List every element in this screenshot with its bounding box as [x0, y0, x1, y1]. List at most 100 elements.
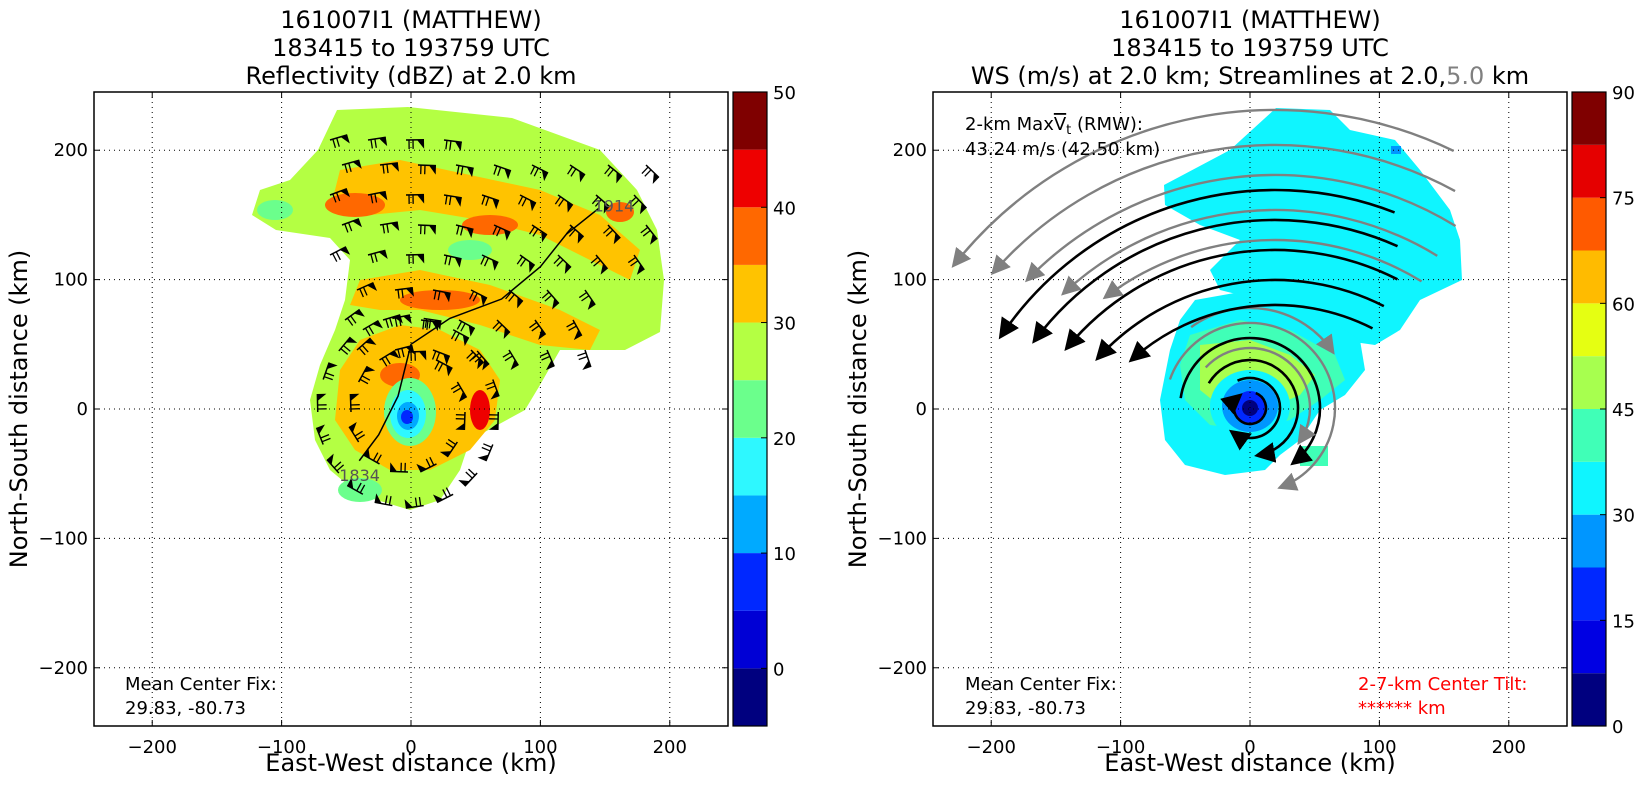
y-tick-label: 0 — [77, 399, 88, 420]
wind-speed-speck — [1391, 146, 1401, 154]
wind-barb — [379, 350, 400, 367]
wind-barb — [590, 254, 609, 275]
wind-barb — [502, 349, 519, 371]
streamlines — [951, 108, 1457, 491]
colorbar-segment — [733, 207, 767, 265]
wind-barb — [367, 136, 388, 149]
reflectivity-panel: 161007I1 (MATTHEW) 183415 to 193759 UTC … — [5, 6, 796, 777]
colorbar-segment — [1572, 514, 1606, 568]
right-y-ticks: −200 −100 0 100 200 — [878, 140, 1567, 679]
reflectivity-green-patch-1 — [257, 200, 293, 220]
y-tick-label: 100 — [893, 270, 927, 291]
wind-barb — [517, 194, 537, 212]
wind-barb — [326, 453, 345, 474]
right-x-axis-label: East-West distance (km) — [1104, 749, 1395, 777]
wind-barb — [329, 188, 351, 203]
max-vt-value: 43.24 m/s (42.50 km) — [965, 139, 1160, 160]
y-tick-label: 100 — [54, 270, 88, 291]
colorbar-segment — [1572, 356, 1606, 409]
colorbar-segment — [1572, 620, 1606, 674]
reflectivity-eye-core — [401, 410, 413, 424]
reflectivity-cell-4 — [400, 290, 480, 310]
wind-barb — [604, 164, 623, 184]
left-y-ticks: −200 −100 0 100 200 — [39, 140, 728, 679]
wind-barb — [363, 447, 382, 465]
reflectivity-cell-1 — [325, 193, 385, 217]
streamline-low — [1179, 336, 1322, 466]
colorbar-tick-label: 90 — [1612, 83, 1635, 104]
center-tilt-label: 2-7-km Center Tilt: — [1358, 674, 1527, 695]
wind-barb — [492, 319, 511, 339]
colorbar-tick-label: 20 — [773, 429, 796, 450]
wind-barb — [567, 164, 586, 183]
right-title-part-gray: 5.0 — [1446, 62, 1484, 90]
wind-barb — [423, 317, 442, 331]
right-grid — [933, 92, 1567, 726]
x-tick-label: −200 — [127, 737, 176, 758]
wind-barb — [349, 393, 360, 413]
left-colorbar: 0 10 20 30 40 50 — [732, 83, 796, 727]
colorbar-segment — [733, 495, 767, 554]
wind-barb — [348, 421, 366, 443]
wind-barb — [379, 221, 400, 234]
colorbar-segment — [1572, 197, 1606, 251]
wind-barb — [627, 254, 645, 275]
wind-barb — [443, 254, 462, 268]
streamline-low — [1207, 358, 1300, 463]
colorbar-segment — [733, 610, 767, 669]
reflectivity-cell-6 — [470, 390, 490, 430]
wind-barb — [367, 190, 388, 204]
right-title-line-1: 161007I1 (MATTHEW) — [1119, 6, 1380, 34]
wind-barb — [492, 224, 511, 241]
wind-barb — [341, 159, 362, 174]
wind-barb — [603, 224, 621, 245]
wind-barb — [450, 381, 468, 403]
colorbar-segment — [733, 322, 767, 381]
wind-barb — [417, 224, 437, 235]
streamline-low — [1220, 391, 1268, 426]
wind-barb — [344, 308, 365, 326]
colorbar-segment — [733, 437, 767, 496]
colorbar-tick-label: 0 — [1612, 717, 1623, 738]
wind-barb — [578, 289, 596, 310]
colorbar-segment — [1572, 673, 1606, 726]
wind-barb — [439, 438, 458, 458]
streamline-low — [998, 188, 1396, 340]
center-track: 1834 1914 — [339, 196, 634, 484]
wind-barb — [443, 194, 462, 207]
track-end-label: 1914 — [594, 196, 635, 215]
max-vt-suffix: (RMW): — [1071, 114, 1143, 135]
wind-barb — [362, 319, 383, 337]
colorbar-tick-label: 40 — [773, 198, 796, 219]
y-tick-label: 200 — [893, 140, 927, 161]
streamline-low — [1095, 278, 1385, 361]
max-vt-label: 2-km MaxVt (RMW): — [965, 114, 1143, 138]
wind-barb — [356, 282, 378, 298]
wind-barb — [404, 496, 424, 509]
wind-barb — [640, 224, 658, 245]
wind-barb — [530, 164, 549, 182]
left-center-fix-label: Mean Center Fix: — [125, 674, 277, 695]
wind-barb — [485, 379, 500, 400]
wind-barb — [322, 362, 338, 381]
left-title-line-3: Reflectivity (dBZ) at 2.0 km — [246, 62, 577, 90]
right-title-part-unit: km — [1484, 62, 1529, 90]
y-tick-label: 200 — [54, 140, 88, 161]
streamline-low — [1064, 248, 1399, 352]
colorbar-frame — [732, 91, 768, 727]
left-title-line-2: 183415 to 193759 UTC — [272, 34, 550, 62]
streamline-mid — [1190, 306, 1335, 355]
wind-barb — [389, 462, 409, 473]
wind-barb — [357, 365, 376, 385]
wind-barb — [529, 224, 548, 243]
streamline-mid — [1204, 346, 1317, 446]
left-grid — [94, 92, 728, 726]
right-title-part-main: WS (m/s) at 2.0 km; Streamlines at 2.0, — [971, 62, 1446, 90]
streamline-low — [1228, 376, 1282, 451]
max-vt-prefix: 2-km Max — [965, 114, 1054, 135]
wind-barb — [455, 411, 466, 431]
wind-barb — [346, 477, 366, 495]
streamline-mid — [1025, 173, 1457, 283]
wind-barb — [341, 218, 362, 233]
